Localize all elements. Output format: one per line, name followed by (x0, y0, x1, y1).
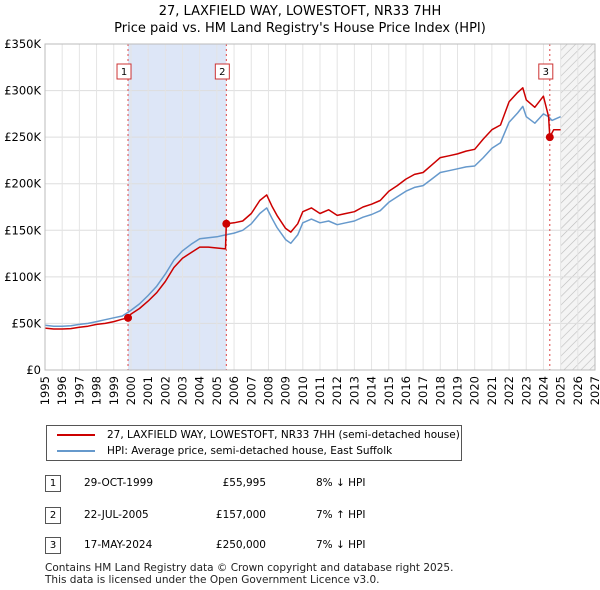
y-tick-label: £100K (4, 270, 41, 284)
x-tick-label: 2011 (313, 376, 327, 405)
x-tick-label: 1998 (90, 376, 104, 405)
x-tick-label: 2010 (296, 376, 310, 405)
x-tick-label: 2003 (176, 376, 190, 405)
x-tick-label: 2013 (347, 376, 361, 405)
x-tick-label: 2023 (519, 376, 533, 405)
x-tick-label: 2008 (261, 376, 275, 405)
x-tick-label: 2022 (502, 376, 516, 405)
y-tick-label: £150K (4, 223, 41, 237)
transaction-date: 17-MAY-2024 (84, 539, 153, 551)
transaction-price: £55,995 (222, 477, 266, 489)
transaction-point (124, 313, 133, 322)
transaction-number-badge: 1 (45, 475, 61, 492)
x-tick-label: 2018 (433, 376, 447, 405)
transaction-hpi-diff: 7% ↑ HPI (316, 509, 366, 521)
table-row: 3 17-MAY-2024 £250,000 7% ↓ HPI (0, 537, 600, 557)
hpi-series-line (44, 105, 561, 327)
y-tick-label: £50K (12, 316, 42, 330)
y-tick-label: £200K (4, 177, 41, 191)
x-tick-label: 2024 (536, 376, 550, 405)
transaction-date: 29-OCT-1999 (84, 477, 153, 489)
chart-legend: 27, LAXFIELD WAY, LOWESTOFT, NR33 7HH (s… (46, 425, 462, 461)
x-tick-label: 1995 (38, 376, 52, 405)
transaction-number-badge: 3 (45, 537, 61, 554)
table-row: 1 29-OCT-1999 £55,995 8% ↓ HPI (0, 475, 600, 495)
x-tick-label: 2006 (227, 376, 241, 405)
transaction-price: £250,000 (215, 539, 266, 551)
x-tick-label: 2017 (416, 376, 430, 405)
chart-subtitle: Price paid vs. HM Land Registry's House … (114, 21, 486, 36)
transaction-label-box (116, 63, 132, 80)
x-tick-label: 2005 (210, 376, 224, 405)
holding-period-band (128, 44, 227, 370)
x-tick-label: 2014 (365, 376, 379, 405)
x-tick-label: 2004 (193, 376, 207, 405)
transaction-hpi-diff: 7% ↓ HPI (316, 539, 366, 551)
table-row: 2 22-JUL-2005 £157,000 7% ↑ HPI (0, 507, 600, 527)
x-tick-label: 2012 (330, 376, 344, 405)
x-tick-label: 1997 (72, 376, 86, 405)
footer-copyright: Contains HM Land Registry data © Crown c… (45, 562, 454, 574)
plot-border (44, 43, 596, 371)
transaction-point (545, 133, 554, 142)
transaction-label-box (214, 63, 230, 80)
x-tick-label: 2000 (124, 376, 138, 405)
legend-item-hpi: HPI: Average price, semi-detached house,… (47, 443, 392, 459)
x-tick-label: 2020 (468, 376, 482, 405)
x-tick-label: 2016 (399, 376, 413, 405)
y-tick-label: £350K (4, 37, 41, 51)
transaction-date: 22-JUL-2005 (84, 509, 149, 521)
transaction-label: 3 (543, 67, 549, 78)
x-tick-label: 1996 (55, 376, 69, 405)
x-tick-label: 2002 (158, 376, 172, 405)
transaction-number-badge: 2 (45, 507, 61, 524)
price-chart: 1 2 3 £0 £50K £100K £150K £200K £250K £300K £350K 1… (4, 37, 600, 405)
x-tick-label: 2021 (485, 376, 499, 405)
x-tick-label: 2026 (571, 376, 585, 405)
legend-hpi-label: HPI: Average price, semi-detached house,… (107, 445, 393, 457)
y-tick-label: £300K (4, 84, 41, 98)
y-tick-label: £250K (4, 130, 41, 144)
transaction-label: 2 (219, 67, 225, 78)
transaction-label: 1 (121, 67, 127, 78)
x-tick-label: 1999 (107, 376, 121, 405)
legend-hpi-swatch (57, 450, 95, 452)
x-tick-label: 2007 (244, 376, 258, 405)
x-tick-label: 2009 (279, 376, 293, 405)
x-tick-label: 2019 (451, 376, 465, 405)
legend-item-price: 27, LAXFIELD WAY, LOWESTOFT, NR33 7HH (s… (47, 427, 460, 443)
legend-price-swatch (57, 434, 95, 436)
transaction-point (222, 219, 231, 228)
x-tick-label: 2015 (382, 376, 396, 405)
legend-price-label: 27, LAXFIELD WAY, LOWESTOFT, NR33 7HH (s… (107, 429, 460, 441)
x-tick-label: 2027 (588, 376, 600, 405)
transaction-price: £157,000 (215, 509, 266, 521)
x-tick-label: 2025 (554, 376, 568, 405)
footer-license: This data is licensed under the Open Gov… (45, 574, 380, 586)
x-tick-label: 2001 (141, 376, 155, 405)
y-tick-label: £0 (26, 363, 41, 377)
price-series-line (44, 87, 561, 330)
transaction-hpi-diff: 8% ↓ HPI (316, 477, 366, 489)
transaction-label-box (538, 63, 554, 80)
chart-title: 27, LAXFIELD WAY, LOWESTOFT, NR33 7HH (158, 4, 442, 19)
